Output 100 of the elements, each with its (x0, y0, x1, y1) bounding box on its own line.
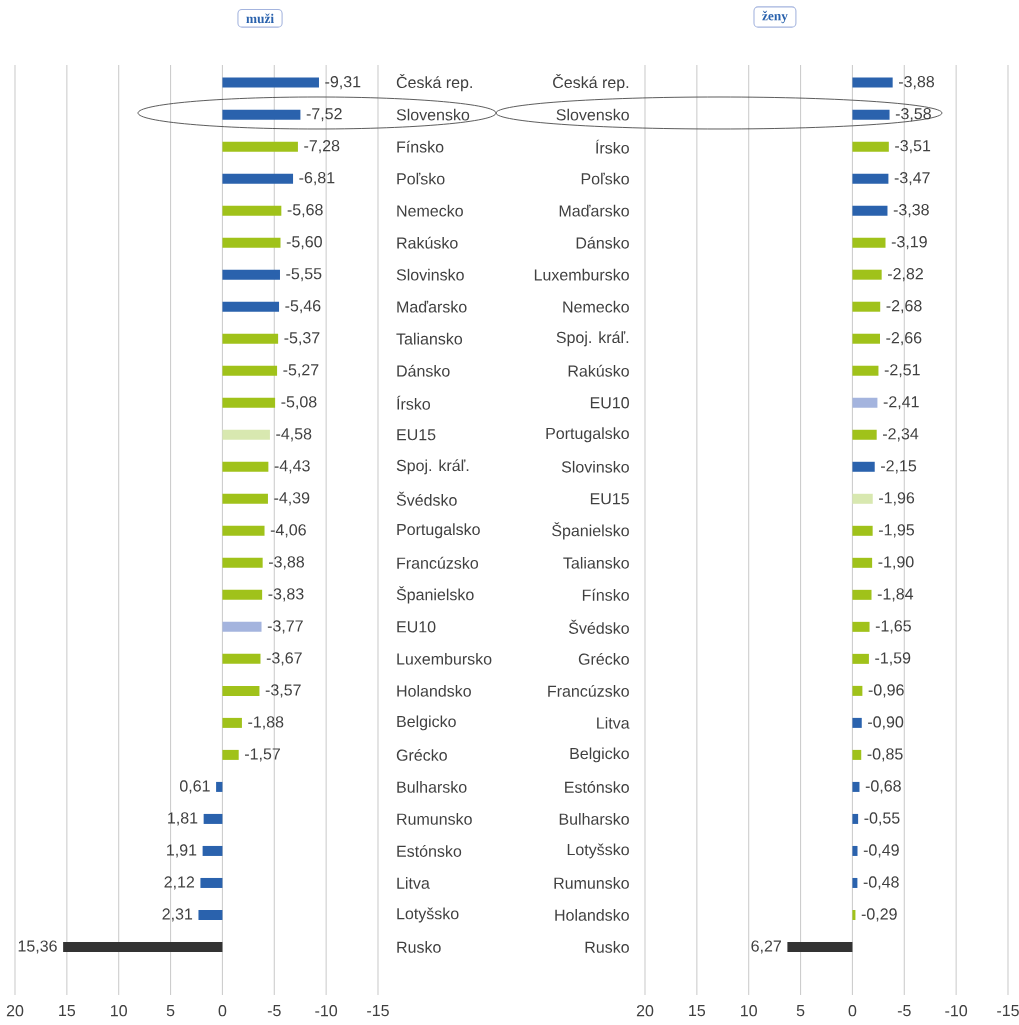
y-tick-label: Grécko (578, 652, 629, 665)
x-tick-label: 5 (166, 1005, 175, 1017)
bar (222, 269, 280, 280)
y-tick-label: Slovinsko (396, 268, 464, 281)
y-tick-label: Rusko (397, 941, 441, 953)
bar (222, 109, 301, 120)
y-tick-label: Dánsko (576, 236, 629, 249)
data-label: -5,37 (284, 332, 320, 346)
data-label: -1,59 (875, 652, 911, 666)
x-tick-label: 10 (741, 1005, 757, 1017)
y-tick-label: Slovensko (396, 108, 470, 121)
data-label: 2,31 (162, 908, 193, 922)
y-tick-label: Dánsko (397, 364, 450, 377)
y-tick-label: EU15 (397, 429, 436, 441)
y-tick-label: Maďarsko (397, 300, 467, 313)
bar (222, 77, 319, 88)
data-label: -0,85 (867, 748, 903, 762)
y-tick-label: Litva (397, 877, 430, 889)
y-tick-label: Lotyšsko (397, 907, 459, 923)
data-label: -0,48 (863, 876, 899, 890)
y-tick-label: Estónsko (565, 780, 629, 793)
data-label: -2,66 (886, 332, 922, 346)
bar (216, 781, 223, 792)
y-tick-label: Belgicko (570, 747, 629, 763)
data-label: -1,96 (879, 492, 915, 506)
data-label: -5,55 (286, 268, 322, 282)
bar (198, 909, 223, 920)
data-label: 0,61 (179, 780, 210, 794)
y-tick-label: Rumunsko (554, 877, 629, 889)
bar (222, 493, 268, 504)
data-label: -3,51 (895, 140, 931, 154)
bar (222, 141, 298, 152)
data-label: -5,46 (285, 300, 321, 314)
data-label: -1,90 (878, 556, 914, 570)
y-tick-label: Bulharsko (397, 781, 467, 793)
bar (222, 333, 279, 344)
bar (222, 397, 276, 408)
y-tick-label: Írsko (596, 139, 629, 154)
y-tick-label: Portugalsko (397, 523, 480, 539)
data-label: -5,68 (287, 204, 323, 218)
data-label: -1,88 (248, 716, 284, 730)
data-label: -0,90 (868, 716, 904, 730)
bar (222, 749, 239, 760)
y-tick-label: EU15 (590, 493, 629, 505)
data-label: -1,84 (877, 588, 914, 602)
y-tick-label: Lotyšsko (567, 843, 629, 859)
x-tick-label: 0 (848, 1005, 857, 1017)
y-tick-label: Francúzsko (397, 556, 479, 569)
data-label: -0,55 (864, 812, 900, 826)
y-tick-label: Bulharsko (559, 813, 629, 825)
bar (222, 557, 263, 568)
data-label: -1,65 (875, 620, 911, 634)
data-label: -5,08 (281, 396, 317, 410)
data-label: -9,31 (325, 76, 361, 90)
y-tick-label: Nemecko (563, 300, 629, 313)
x-tick-label: -15 (367, 1005, 389, 1017)
y-tick-label: Rumunsko (397, 813, 472, 825)
bar (222, 461, 269, 472)
bar (222, 621, 262, 632)
x-tick-label: 0 (218, 1005, 227, 1017)
data-label: -0,29 (861, 908, 897, 922)
y-tick-label: EU10 (397, 621, 436, 633)
y-tick-label: Slovensko (556, 108, 629, 121)
y-tick-label: Francúzsko (548, 684, 629, 697)
bar (222, 653, 261, 664)
data-label: -1,57 (245, 748, 280, 762)
bar (222, 237, 281, 248)
y-tick-label: Grécko (396, 748, 447, 761)
y-tick-label: Fínsko (397, 140, 444, 153)
x-tick-label: 15 (59, 1005, 76, 1017)
data-label: -3,47 (894, 172, 930, 186)
y-tick-label: Slovinsko (561, 460, 629, 473)
bar (222, 365, 278, 376)
data-label: -2,34 (883, 428, 919, 442)
data-label: -4,58 (276, 428, 312, 442)
x-tick-label: 20 (636, 1005, 654, 1017)
data-label: -2,51 (884, 364, 920, 378)
data-label: 15,36 (18, 940, 57, 954)
data-label: -2,82 (887, 268, 923, 282)
y-tick-label: Česká rep. (553, 73, 629, 92)
bar (222, 685, 260, 696)
data-label: -2,15 (881, 460, 917, 474)
data-label: -4,43 (274, 460, 310, 474)
bar (222, 717, 242, 728)
data-label: -0,96 (868, 684, 904, 698)
bar (222, 429, 270, 440)
y-tick-label: Estónsko (397, 844, 462, 857)
y-tick-label: Nemecko (397, 204, 463, 217)
y-tick-label: Taliansko (396, 332, 463, 345)
y-tick-label: Holandsko (555, 909, 629, 921)
x-tick-label: 10 (111, 1005, 127, 1017)
data-label: -3,57 (265, 684, 301, 698)
data-label: -5,27 (283, 364, 319, 378)
data-label: -7,52 (306, 108, 342, 122)
y-tick-label: Holandsko (397, 685, 471, 697)
x-tick-label: -5 (267, 1005, 281, 1017)
x-tick-label: -15 (997, 1005, 1019, 1017)
y-tick-label: Spoj. kráľ. (396, 459, 469, 475)
y-tick-label: Spoj. kráľ. (556, 331, 629, 347)
y-tick-label: Luxembursko (397, 653, 492, 665)
